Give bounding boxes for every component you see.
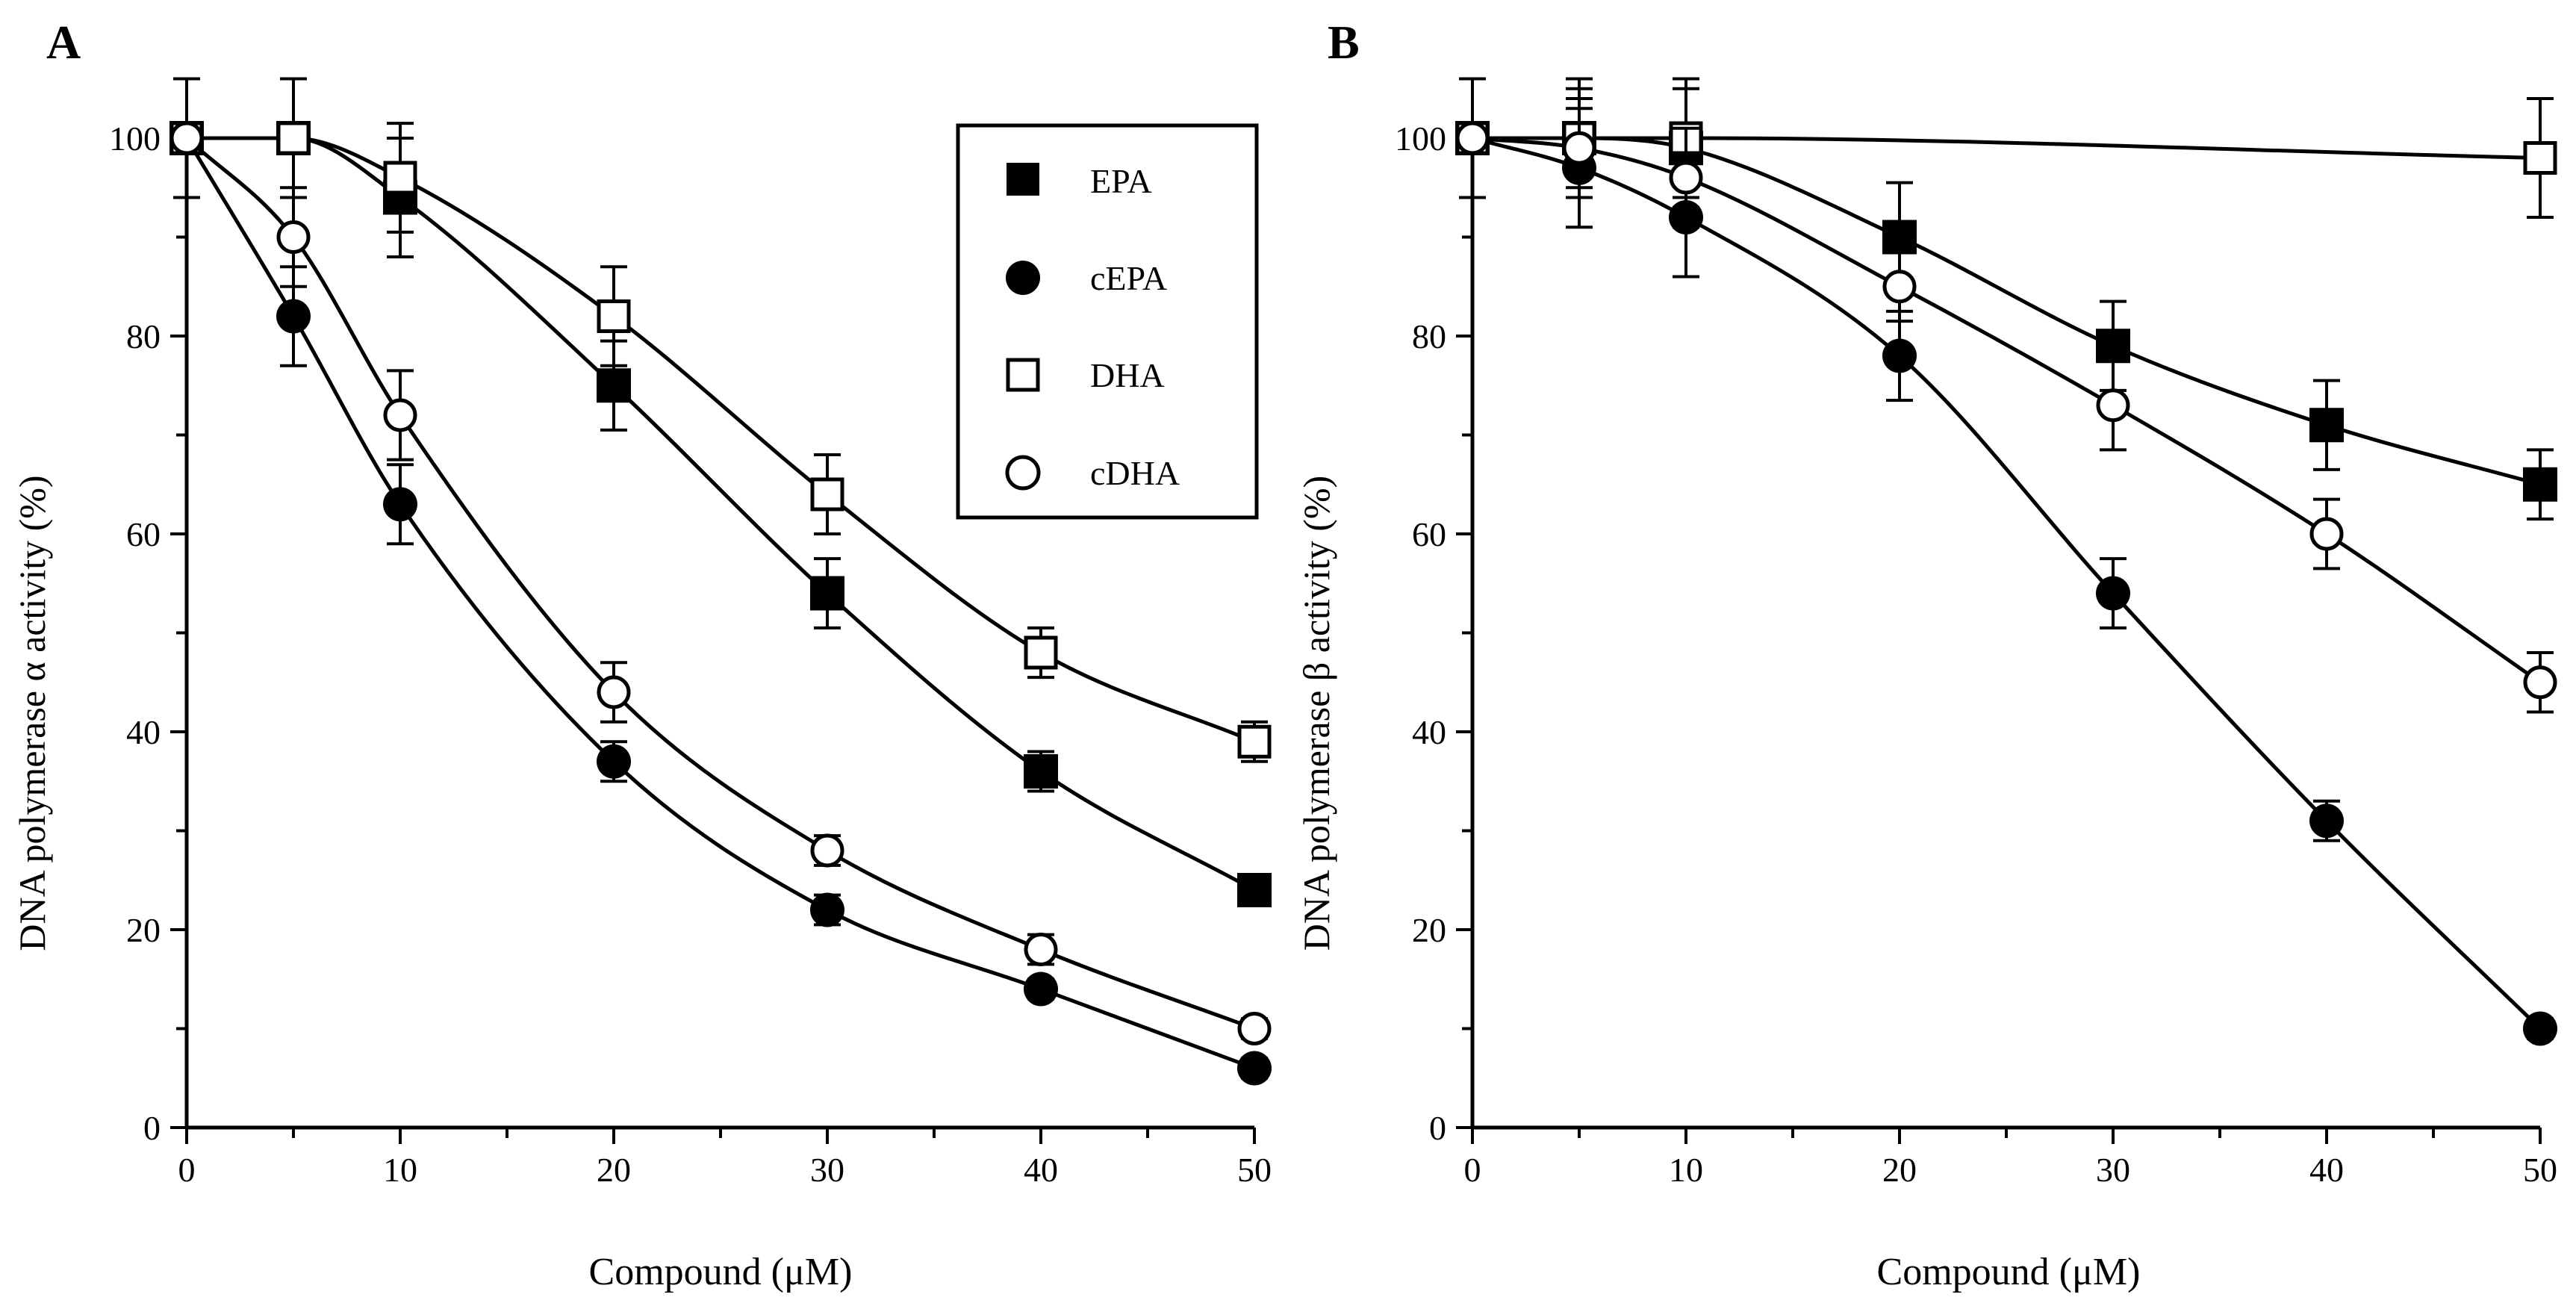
panel-a-series-cepa-point-10 [383, 487, 417, 522]
panel-a-series-dha-point-10 [383, 161, 417, 195]
panel-a-x-tick-label-10: 10 [383, 1151, 417, 1189]
panel-b-series-cdha-point-10 [1669, 161, 1703, 195]
legend-label-cdha: cDHA [1090, 454, 1180, 492]
panel-b-series-epa-point-50 [2523, 467, 2557, 502]
panel-b-x-tick-label-20: 20 [1882, 1151, 1917, 1189]
panel-b-series-cdha [1455, 77, 2557, 714]
panel-a-series-dha-point-50 [1237, 724, 1272, 759]
panel-a-y-axis-label: DNA polymerase α activity (%) [11, 475, 53, 951]
panel-b-series-dha [1455, 77, 2557, 219]
panel-b-y-tick-label-60: 60 [1412, 515, 1446, 553]
panel-b-series-cepa-point-40 [2309, 803, 2344, 839]
panel-a-label: A [46, 16, 81, 69]
panel-b-y-tick-label-20: 20 [1412, 911, 1446, 949]
panel-b-x-tick-label-10: 10 [1669, 1151, 1703, 1189]
panel-a-series-epa-line [186, 136, 1256, 892]
panel-a-y-tick-label-0: 0 [143, 1109, 161, 1147]
panel-a-series-cepa-point-5 [276, 299, 311, 334]
panel-b-y-tick-label-0: 0 [1429, 1109, 1446, 1147]
panel-b-series-epa-point-20 [1882, 220, 1917, 255]
panel-b-x-tick-label-30: 30 [2096, 1151, 2130, 1189]
panel-a-series-cepa-point-40 [1024, 971, 1058, 1007]
legend-label-epa: EPA [1090, 162, 1152, 200]
panel-b-y-axis-label: DNA polymerase β activity (%) [1295, 476, 1337, 951]
panel-b-series-epa [1455, 77, 2557, 521]
panel-b-series-dha-line [1472, 136, 2541, 160]
panel-b-series-epa-point-40 [2309, 408, 2344, 443]
panel-b-series-epa-point-30 [2096, 329, 2130, 364]
panel-a-x-tick-label-50: 50 [1237, 1151, 1272, 1189]
panel-b-y-tick-label-40: 40 [1412, 713, 1446, 751]
panel-a-series-dha [169, 77, 1272, 763]
legend-marker-cepa [1006, 261, 1040, 295]
legend-marker-cdha [1005, 455, 1041, 491]
panel-b-x-tick-label-50: 50 [2523, 1151, 2557, 1189]
panel-b-series-cdha-point-5 [1562, 131, 1596, 165]
panel-a-series-cdha-point-30 [810, 833, 844, 868]
panel-b: B DNA polymerase β activity (%) Compound… [1295, 16, 2557, 1293]
panel-b-series-cepa-point-50 [2523, 1011, 2557, 1046]
panel-a-series-cdha-point-0 [169, 121, 204, 155]
panel-a-x-tick-label-30: 30 [810, 1151, 844, 1189]
panel-b-series-cdha-point-30 [2096, 388, 2130, 423]
panel-b-y-tick-label-100: 100 [1395, 119, 1446, 158]
panel-a: A DNA polymerase α activity (%) Compound… [11, 16, 1272, 1293]
legend-label-dha: DHA [1090, 356, 1165, 394]
legend-box [956, 123, 1259, 520]
panel-a-series-dha-point-40 [1024, 635, 1058, 670]
panel-a-y-tick-label-60: 60 [126, 515, 161, 553]
panel-b-plot-area: 0 10 20 30 40 50 0 20 40 60 80 100 [1395, 77, 2557, 1189]
panel-a-series-dha-point-30 [810, 477, 844, 512]
panel-a-series-dha-point-20 [597, 299, 631, 333]
panel-b-series-cdha-point-40 [2309, 517, 2344, 551]
panel-a-x-tick-label-20: 20 [597, 1151, 631, 1189]
panel-b-series-cdha-point-0 [1455, 121, 1490, 155]
panel-b-series-cdha-line [1472, 136, 2542, 684]
panel-a-y-tick-label-100: 100 [109, 119, 161, 158]
panel-a-series-cdha-point-20 [597, 675, 631, 709]
panel-a-series-cdha-point-10 [383, 398, 417, 432]
panel-a-plot-area: 0 10 20 30 40 50 0 20 40 60 80 100 [109, 77, 1272, 1189]
panel-a-series-cepa [169, 77, 1272, 1086]
panel-a-x-tick-label-0: 0 [178, 1151, 196, 1189]
panel-a-x-axis-label: Compound (μM) [589, 1251, 853, 1293]
panel-a-series-cepa-point-30 [810, 892, 844, 927]
panel-a-y-tick-label-20: 20 [126, 911, 161, 949]
panel-a-series-cdha-point-5 [276, 220, 311, 254]
panel-a-series-cdha-point-50 [1237, 1012, 1272, 1045]
panel-a-series-epa-point-50 [1237, 873, 1272, 907]
panel-a-y-tick-label-40: 40 [126, 713, 161, 751]
panel-b-series-cdha-point-20 [1882, 270, 1917, 304]
panel-b-x-tick-label-0: 0 [1464, 1151, 1481, 1189]
panel-b-x-axis-label: Compound (μM) [1877, 1251, 2141, 1293]
panel-b-series-cepa-point-20 [1882, 338, 1917, 373]
legend-marker-epa [1007, 163, 1039, 196]
panel-a-series-cdha-point-40 [1024, 933, 1058, 966]
panel-b-label: B [1328, 16, 1360, 69]
panel-a-series-epa-point-40 [1024, 754, 1058, 789]
panel-a-y-tick-label-80: 80 [126, 317, 161, 355]
legend: EPA cEPA DHA cDHA [956, 123, 1259, 520]
panel-a-series-epa-point-20 [597, 368, 631, 403]
panel-a-series-cdha [169, 77, 1272, 1045]
panel-a-series-epa-point-30 [810, 576, 844, 611]
panel-b-series-cepa [1455, 77, 2557, 1046]
legend-marker-dha [1006, 358, 1040, 392]
panel-a-series-dha-line [186, 136, 1255, 744]
legend-label-cepa: cEPA [1090, 259, 1167, 297]
panel-b-series-cepa-point-30 [2096, 576, 2130, 611]
panel-b-y-tick-label-80: 80 [1412, 317, 1446, 355]
panel-a-series-dha-point-5 [276, 121, 311, 155]
panel-a-series-cepa-point-20 [597, 744, 631, 779]
panel-b-series-dha-point-50 [2523, 141, 2557, 175]
panel-a-series-cepa-point-50 [1237, 1051, 1272, 1086]
panel-b-series-cepa-line [1472, 136, 2542, 1030]
panel-b-x-tick-label-40: 40 [2309, 1151, 2344, 1189]
panel-b-series-cdha-point-50 [2523, 665, 2557, 700]
panel-a-x-tick-label-40: 40 [1024, 1151, 1058, 1189]
